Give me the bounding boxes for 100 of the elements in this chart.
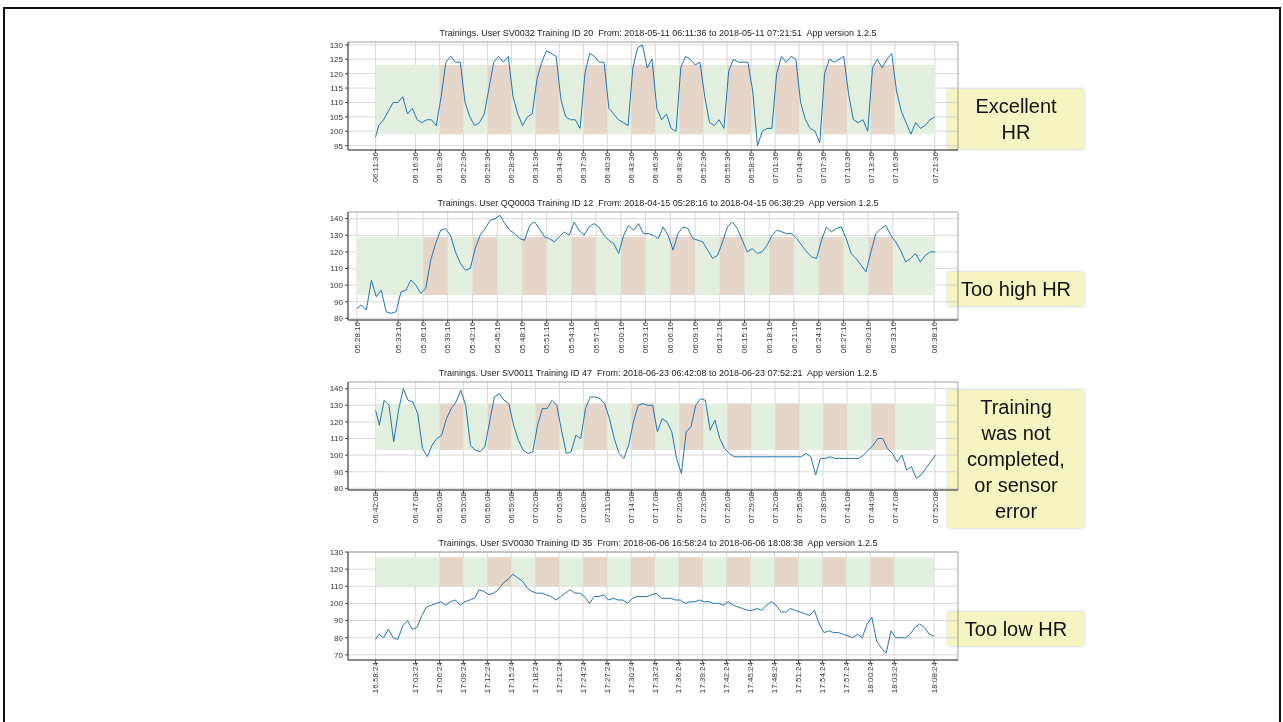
x-tick-label: 07:05:08 — [555, 491, 565, 524]
x-tick-label: 06:58:36 — [746, 151, 756, 184]
y-tick-label: 90 — [334, 616, 344, 626]
x-tick-label: 17:48:24 — [770, 661, 780, 694]
x-tick-label: 05:33:16 — [393, 321, 403, 354]
x-tick-label: 17:54:24 — [818, 661, 828, 694]
x-tick-label: 06:15:16 — [740, 321, 750, 354]
y-tick-label: 90 — [334, 297, 344, 307]
x-tick-label: 07:38:08 — [818, 491, 828, 524]
y-tick-label: 120 — [329, 247, 344, 257]
x-tick-label: 07:08:08 — [579, 491, 589, 524]
text: Excellent HR — [948, 89, 1084, 149]
x-tick-label: 07:32:08 — [770, 491, 780, 524]
x-tick-label: 07:04:36 — [794, 151, 804, 184]
x-tick-label: 06:52:36 — [698, 151, 708, 184]
y-tick-label: 70 — [334, 650, 344, 660]
y-tick-label: 110 — [330, 582, 344, 592]
y-tick-label: 125 — [329, 55, 344, 65]
x-tick-label: 06:30:16 — [863, 321, 873, 354]
x-tick-label: 17:51:24 — [794, 661, 804, 694]
x-tick-label: 06:27:16 — [839, 321, 849, 354]
text: Training was not completed, or sensor error — [948, 390, 1084, 528]
y-tick-label: 130 — [329, 401, 344, 411]
x-tick-label: 17:39:24 — [698, 661, 708, 694]
x-tick-label: 06:56:08 — [483, 491, 493, 524]
x-tick-label: 07:23:08 — [698, 491, 708, 524]
x-tick-label: 17:18:24 — [530, 661, 540, 694]
x-tick-label: 07:16:36 — [890, 151, 900, 184]
x-tick-label: 05:51:16 — [542, 321, 552, 354]
x-tick-label: 06:49:36 — [674, 151, 684, 184]
y-tick-label: 130 — [329, 40, 344, 50]
x-tick-label: 07:41:08 — [842, 491, 852, 524]
x-tick-label: 17:12:24 — [482, 661, 492, 694]
x-tick-label: 06:25:36 — [483, 151, 493, 184]
y-tick-label: 80 — [334, 633, 344, 643]
x-tick-label: 18:08:24 — [929, 661, 939, 694]
line-series — [375, 388, 936, 479]
x-tick-label: 06:22:36 — [459, 151, 469, 184]
x-tick-label: 06:24:16 — [814, 321, 824, 354]
x-tick-label: 07:17:08 — [650, 491, 660, 524]
y-tick-label: 105 — [329, 112, 344, 122]
y-tick-label: 130 — [329, 547, 344, 557]
x-tick-label: 07:29:08 — [746, 491, 756, 524]
chart-title: Trainings. User QQ0003 Training ID 12 From: 2018-04-15 05:28:16 to 2018-04-15 06:38:29 App version 1.2.5 — [436, 198, 880, 210]
x-tick-label: 06:38:16 — [929, 321, 939, 354]
y-tick-label: 95 — [334, 141, 344, 151]
x-tick-label: 17:45:24 — [746, 661, 756, 694]
x-tick-label: 06:46:36 — [650, 151, 660, 184]
text: Too low HR — [948, 612, 1084, 646]
x-tick-label: 07:20:08 — [674, 491, 684, 524]
x-tick-label: 17:03:24 — [411, 661, 421, 694]
x-tick-label: 05:28:16 — [352, 321, 362, 354]
y-tick-label: 140 — [329, 384, 344, 394]
x-tick-label: 06:21:16 — [789, 321, 799, 354]
x-tick-label: 06:42:08 — [371, 491, 381, 524]
y-tick-label: 100 — [329, 127, 344, 137]
y-tick-label: 120 — [329, 417, 344, 427]
y-tick-label: 140 — [329, 214, 344, 224]
line-series — [375, 44, 936, 147]
x-tick-label: 05:36:16 — [418, 321, 428, 354]
x-tick-label: 18:03:24 — [889, 661, 899, 694]
x-tick-label: 06:12:16 — [715, 321, 725, 354]
y-tick-label: 115 — [330, 83, 344, 93]
x-tick-label: 07:47:08 — [890, 491, 900, 524]
x-tick-label: 17:36:24 — [674, 661, 684, 694]
x-tick-label: 17:33:24 — [650, 661, 660, 694]
x-tick-label: 06:47:08 — [411, 491, 421, 524]
x-tick-label: 06:11:36 — [371, 151, 381, 183]
y-tick-label: 120 — [329, 564, 344, 574]
x-tick-label: 06:06:16 — [665, 321, 675, 354]
y-tick-label: 110 — [330, 264, 344, 274]
x-tick-label: 06:18:16 — [764, 321, 774, 354]
x-tick-label: 06:43:36 — [626, 151, 636, 184]
x-tick-label: 06:53:08 — [459, 491, 469, 524]
chart-title: Trainings. User SV0032 Training ID 20 From: 2018-05-11 06:11:36 to 2018-05-11 07:21:51 App version 1.2.5 — [438, 28, 878, 40]
x-tick-label: 17:30:24 — [626, 661, 636, 694]
y-tick-label: 90 — [334, 467, 344, 477]
chart-title: Trainings. User SV0011 Training ID 47 From: 2018-06-23 06:42:08 to 2018-06-23 07:52:21 App version 1.2.5 — [437, 368, 879, 380]
y-tick-label: 130 — [329, 231, 344, 241]
x-tick-label: 06:28:36 — [507, 151, 517, 184]
x-tick-label: 17:06:24 — [435, 661, 445, 694]
text: Too high HR — [948, 272, 1084, 306]
x-tick-label: 06:50:08 — [435, 491, 445, 524]
x-tick-label: 06:33:16 — [888, 321, 898, 354]
x-tick-label: 05:45:16 — [492, 321, 502, 354]
x-tick-label: 07:44:08 — [866, 491, 876, 524]
x-tick-label: 07:07:36 — [818, 151, 828, 184]
x-tick-label: 05:54:16 — [567, 321, 577, 354]
y-tick-label: 110 — [330, 98, 344, 108]
x-tick-label: 17:15:24 — [506, 661, 516, 694]
x-tick-label: 06:40:36 — [602, 151, 612, 184]
y-tick-label: 100 — [329, 599, 344, 609]
x-tick-label: 06:19:36 — [435, 151, 445, 184]
x-tick-label: 06:09:16 — [690, 321, 700, 354]
x-tick-label: 06:00:16 — [616, 321, 626, 354]
x-tick-label: 06:34:36 — [555, 151, 565, 184]
chart-title: Trainings. User SV0030 Training ID 35 From: 2018-06-06 16:58:24 to 2018-06-06 18:08:38 App version 1.2.5 — [438, 538, 878, 548]
x-tick-label: 06:03:16 — [641, 321, 651, 354]
x-tick-label: 05:39:16 — [443, 321, 453, 354]
x-tick-label: 06:37:36 — [579, 151, 588, 184]
